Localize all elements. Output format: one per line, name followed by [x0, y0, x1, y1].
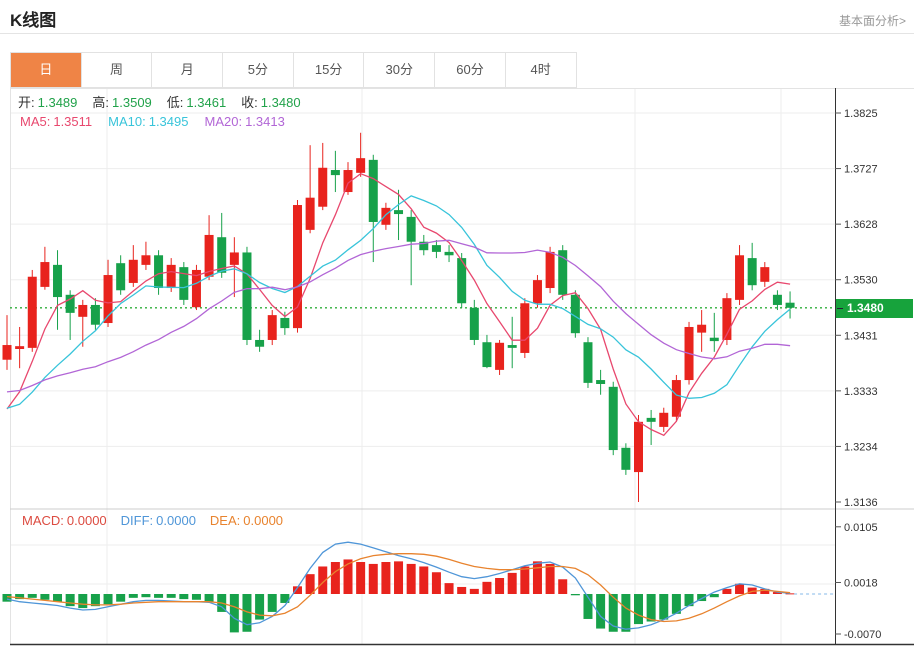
price-tick-label: 1.3136	[844, 497, 878, 509]
ma10-line	[6, 195, 791, 409]
macd-dea-readout: DEA: 0.0000	[209, 513, 284, 528]
dea-line	[6, 553, 791, 623]
tab-30min[interactable]: 30分	[364, 53, 436, 87]
price-tick-label: 1.3628	[844, 219, 878, 231]
ohlc-info-row: 开: 1.3489 高: 1.3509 低: 1.3461 收: 1.3480	[18, 92, 301, 111]
price-tick-label: 1.3825	[844, 108, 878, 120]
ma-ma20-readout: MA20: 1.3413	[204, 114, 285, 129]
tab-day[interactable]: 日	[11, 53, 82, 87]
page-title: K线图	[10, 11, 57, 30]
ma-ma10-readout: MA10: 1.3495	[108, 114, 189, 129]
macd-diff-readout: DIFF: 0.0000	[120, 513, 196, 528]
header-divider	[0, 33, 914, 34]
price-tick-label: 1.3234	[844, 441, 878, 453]
price-tick-label: 1.3431	[844, 330, 878, 342]
macd-tick-label: 0.0105	[844, 522, 878, 534]
ohlc-high-readout: 高: 1.3509	[92, 95, 152, 110]
macd-macd-readout: MACD: 0.0000	[22, 513, 107, 528]
macd-layer	[2, 541, 834, 633]
tab-15min[interactable]: 15分	[293, 53, 365, 87]
current-price-badge: 1.3480	[836, 299, 913, 318]
ohlc-open-readout: 开: 1.3489	[18, 95, 78, 110]
tab-month[interactable]: 月	[152, 53, 224, 87]
tab-60min[interactable]: 60分	[435, 53, 506, 87]
price-tick-label: 1.3530	[844, 275, 878, 287]
interval-tabbar: 日周月 5分 15分 30分 60分 4时	[10, 52, 577, 88]
ohlc-close-readout: 收: 1.3480	[241, 95, 301, 110]
ma20-line	[6, 239, 791, 393]
price-tick-label: 1.3333	[844, 386, 878, 398]
macd-info-row: MACD: 0.0000 DIFF: 0.0000 DEA: 0.0000	[22, 513, 283, 528]
tab-week[interactable]: 周	[81, 53, 153, 87]
macd-tick-label: -0.0070	[844, 629, 881, 641]
price-tick-label: 1.3727	[844, 164, 878, 176]
ohlc-low-readout: 低: 1.3461	[166, 95, 227, 110]
macd-tick-label: 0.0018	[844, 577, 878, 589]
ma-ma5-readout: MA5: 1.3511	[20, 114, 93, 129]
tab-4hour[interactable]: 4时	[505, 53, 576, 87]
ma-info-row: MA5: 1.3511 MA10: 1.3495 MA20: 1.3413	[20, 114, 285, 129]
axis-layer: 1.3825 1.3727 1.3628 1.3530 1.3431 1.3333 1.32…	[10, 88, 914, 646]
grid-layer	[10, 88, 914, 645]
tab-5min[interactable]: 5分	[223, 53, 294, 87]
fundamental-analysis-link[interactable]: 基本面分析>	[838, 14, 906, 28]
ma5-line	[6, 172, 791, 437]
